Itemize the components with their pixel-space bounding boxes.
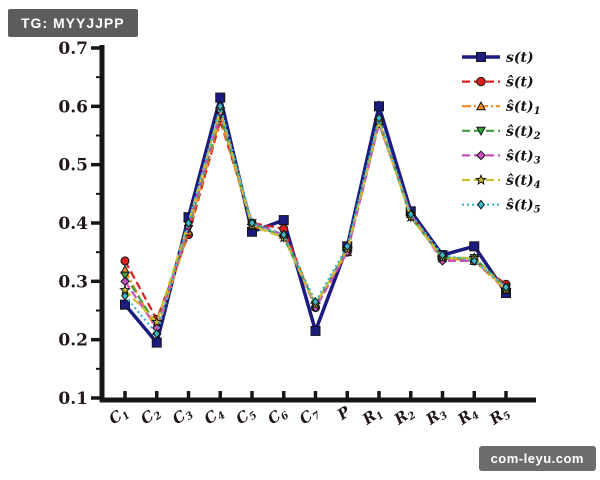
- series-line: [124, 116, 507, 322]
- watermark: com-leyu.com: [478, 446, 596, 471]
- x-tick-label: R5: [485, 403, 513, 431]
- legend-label: ŝ(t)2: [506, 124, 541, 142]
- x-tick-label: C4: [201, 403, 228, 430]
- x-tick-label: R4: [453, 403, 481, 431]
- x-tick-label: C2: [137, 403, 164, 430]
- series-line: [124, 108, 507, 331]
- x-tick-label: R3: [422, 403, 450, 431]
- series-estimate-5: [119, 103, 512, 327]
- title-badge-label: TG: MYYJJPP: [21, 15, 125, 31]
- x-tick-label: R2: [390, 403, 418, 431]
- title-badge: TG: MYYJJPP: [8, 9, 138, 37]
- legend-label: ŝ(t)5: [506, 198, 541, 216]
- y-tick-label: 0.5: [58, 156, 88, 176]
- legend-label: s(t): [506, 50, 534, 66]
- legend: s(t) ŝ(t) ŝ(t)1 ŝ(t)2 ŝ(t)3 ŝ(t)4 ŝ(t)5: [462, 50, 541, 216]
- legend-item: s(t): [462, 50, 534, 66]
- legend-item: ŝ(t)5: [462, 198, 541, 216]
- series-line: [124, 105, 507, 325]
- legend-label: ŝ(t)3: [506, 148, 541, 166]
- legend-label: ŝ(t): [506, 75, 534, 91]
- y-axis: 0.1 0.2 0.3 0.4 0.5 0.6 0.7: [58, 39, 105, 409]
- series-estimate-6: [121, 101, 510, 339]
- x-axis: C1 C2 C3 C4 C5 C6 C7 P R1 R2 R3 R4 R5: [100, 391, 536, 431]
- legend-label: ŝ(t)1: [506, 99, 541, 117]
- y-tick-label: 0.6: [58, 97, 88, 117]
- legend-item: ŝ(t)3: [462, 148, 541, 166]
- series-line: [124, 111, 507, 328]
- x-tick-label: C5: [232, 403, 259, 430]
- y-tick-label: 0.2: [58, 331, 88, 351]
- y-tick-label: 0.4: [58, 214, 88, 234]
- x-tick-label: C6: [264, 403, 291, 430]
- y-tick-label: 0.1: [58, 389, 88, 409]
- legend-item: ŝ(t)2: [462, 124, 541, 142]
- x-tick-label: C7: [296, 403, 323, 430]
- watermark-label: com-leyu.com: [490, 451, 584, 466]
- x-tick-label: C1: [105, 403, 132, 430]
- x-tick-label: R1: [358, 403, 386, 431]
- legend-item: ŝ(t)4: [462, 173, 541, 191]
- x-tick-label: C3: [169, 403, 196, 430]
- legend-item: ŝ(t)1: [462, 99, 541, 117]
- x-tick-label: P: [333, 402, 354, 424]
- series-estimate-3: [120, 111, 511, 331]
- y-tick-label: 0.3: [58, 272, 88, 292]
- y-tick-label: 0.7: [58, 39, 88, 59]
- legend-label: ŝ(t)4: [506, 173, 541, 191]
- series-estimate-1: [120, 116, 511, 324]
- legend-item: ŝ(t): [462, 75, 534, 91]
